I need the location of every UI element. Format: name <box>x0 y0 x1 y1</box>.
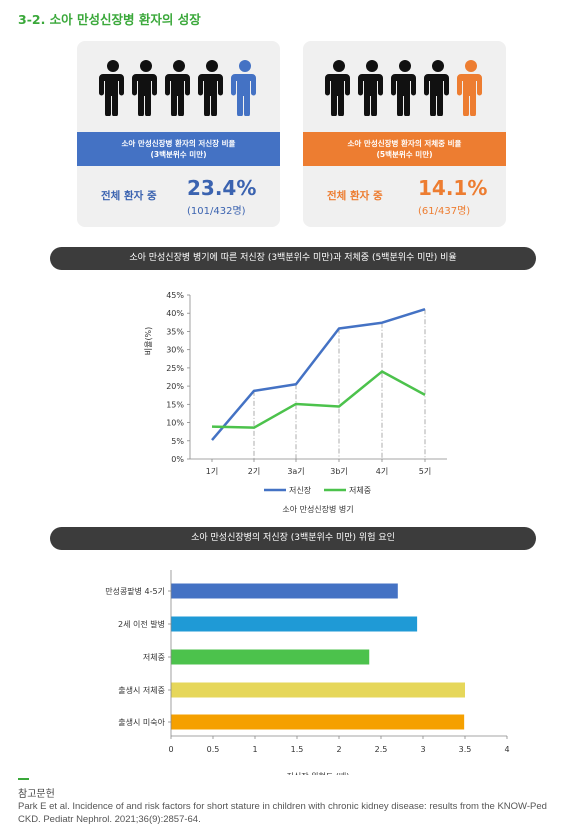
y-axis-label: 비율(%) <box>144 327 153 356</box>
stat-label: 전체 환자 중 <box>101 190 157 202</box>
person-icon <box>197 60 223 116</box>
x-tick-label: 4기 <box>376 467 388 476</box>
card-band: 소아 만성신장병 환자의 저체중 비율 (5백분위수 미만) <box>303 132 506 166</box>
y-tick-label: 15% <box>166 400 184 409</box>
x-tick-label: 3b기 <box>330 467 348 476</box>
person-icon <box>98 60 124 116</box>
legend-label: 저체중 <box>349 485 371 495</box>
card-band: 소아 만성신장병 환자의 저신장 비율 (3백분위수 미만) <box>77 132 280 166</box>
x-tick-label: 5기 <box>419 467 431 476</box>
y-tick-label: 40% <box>166 309 184 318</box>
x-tick-label: 1기 <box>206 467 218 476</box>
band-line1: 소아 만성신장병 환자의 저체중 비율 <box>347 139 462 148</box>
underweight-card: 소아 만성신장병 환자의 저체중 비율 (5백분위수 미만) 전체 환자 중 1… <box>303 41 506 227</box>
bar <box>171 682 465 698</box>
stat-value: 23.4% <box>187 176 257 200</box>
category-label: 출생시 미숙아 <box>118 717 165 727</box>
short-stature-card: 소아 만성신장병 환자의 저신장 비율 (3백분위수 미만) 전체 환자 중 2… <box>77 41 280 227</box>
series-line-1 <box>211 308 426 441</box>
person-icon <box>324 60 350 116</box>
line-chart: 0% 5% 10% 15% 20% 25% 30% 35% 40% 45% 1기 2기 3a기 3b기 4기… <box>144 291 447 514</box>
reference-text: Park E et al. Incidence of and risk fact… <box>18 801 547 825</box>
x-axis-label: 저신장 위험도 (배) <box>287 771 350 775</box>
y-tick-label: 30% <box>166 346 184 355</box>
y-tick-label: 5% <box>171 437 184 446</box>
person-icon <box>423 60 449 116</box>
category-label: 저체중 <box>143 652 165 662</box>
reference-title: 참고문헌 <box>18 789 55 800</box>
bar-chart-heading: 소아 만성신장병의 저신장 (3백분위수 미만) 위험 요인 <box>50 527 536 550</box>
reference-divider <box>18 778 29 780</box>
line-chart-heading: 소아 만성신장병 병기에 따른 저신장 (3백분위수 미만)과 저체중 (5백분… <box>50 247 536 270</box>
person-icon-highlighted <box>456 60 482 116</box>
x-axis-label: 소아 만성신장병 병기 <box>282 504 353 514</box>
bar <box>171 714 465 730</box>
band-line2: (5백분위수 미만) <box>376 150 433 159</box>
stat-value: 14.1% <box>418 176 488 200</box>
y-tick-label: 0% <box>171 455 184 464</box>
category-label: 만성콩팥병 4-5기 <box>105 586 165 596</box>
bar <box>171 649 370 665</box>
x-tick-label: 3.5 <box>459 745 472 754</box>
y-tick-label: 10% <box>166 419 184 428</box>
x-tick-label: 1 <box>252 745 257 754</box>
x-tick-label: 3 <box>420 745 425 754</box>
band-line1: 소아 만성신장병 환자의 저신장 비율 <box>121 139 236 148</box>
y-tick-label: 20% <box>166 382 184 391</box>
series-line-2 <box>211 370 426 429</box>
x-tick-label: 0.5 <box>207 745 220 754</box>
person-icon <box>357 60 383 116</box>
x-tick-label: 2 <box>336 745 341 754</box>
y-tick-label: 45% <box>166 291 184 300</box>
x-tick-label: 3a기 <box>287 467 304 476</box>
band-line2: (3백분위수 미만) <box>150 150 207 159</box>
people-row <box>303 60 506 116</box>
category-label: 출생시 저체중 <box>118 685 165 695</box>
bar <box>171 616 418 632</box>
person-icon-highlighted <box>230 60 256 116</box>
x-tick-label: 2.5 <box>375 745 388 754</box>
x-tick-label: 1.5 <box>291 745 304 754</box>
stat-sub: (101/432명) <box>187 206 246 217</box>
legend-label: 저신장 <box>289 485 312 495</box>
y-tick-label: 35% <box>166 327 184 336</box>
card-stat: 전체 환자 중 23.4% (101/432명) <box>77 175 280 219</box>
y-tick-label: 25% <box>166 364 184 373</box>
person-icon <box>164 60 190 116</box>
category-label: 2세 이전 발병 <box>118 619 165 629</box>
section-title: 3-2. 소아 만성신장병 환자의 성장 <box>18 12 201 27</box>
stat-sub: (61/437명) <box>418 206 471 217</box>
people-row <box>77 60 280 116</box>
stat-label: 전체 환자 중 <box>327 190 383 202</box>
bar <box>171 583 398 599</box>
person-icon <box>131 60 157 116</box>
x-tick-label: 4 <box>504 745 509 754</box>
person-icon <box>390 60 416 116</box>
x-tick-label: 2기 <box>248 467 260 476</box>
x-tick-label: 0 <box>168 745 173 754</box>
card-stat: 전체 환자 중 14.1% (61/437명) <box>303 175 506 219</box>
